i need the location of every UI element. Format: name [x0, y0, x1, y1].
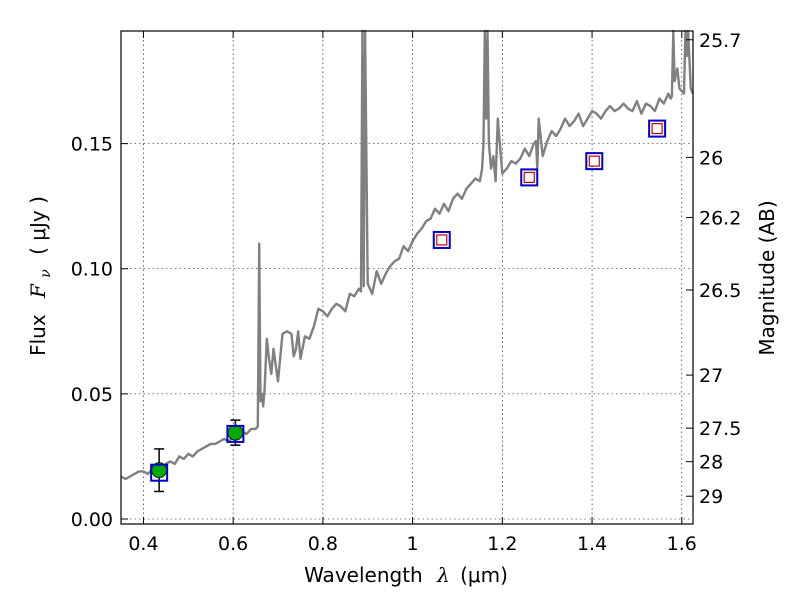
- model-photometry-square: [226, 424, 245, 443]
- x-tick-label: 0.6: [218, 533, 248, 555]
- magnitude-tick-label: 29: [699, 486, 723, 508]
- y2-axis-label: Magnitude (AB): [755, 200, 779, 355]
- upper-limit-square: [436, 234, 448, 246]
- plot-frame: [120, 30, 694, 525]
- magnitude-tick-label: 28: [699, 452, 723, 474]
- y-tick-label: 0.00: [71, 509, 113, 531]
- model-photometry-square: [585, 152, 604, 171]
- y-axis-label-symbol: F: [26, 283, 50, 299]
- x-tick-label: 0.4: [128, 533, 158, 555]
- magnitude-tick-label: 27.5: [699, 418, 741, 440]
- y-axis-label-unit: ( μJy ): [26, 196, 50, 255]
- axis-ticks: 0.4 0.6 0.8 1 1.2 1.4 1.6 0.00 0.05 0.10 0.15 25.7 2…: [71, 30, 742, 555]
- magnitude-tick-label: 25.7: [699, 30, 741, 52]
- x-axis-label-unit: (μm): [460, 563, 508, 587]
- model-photometry-square: [432, 230, 451, 249]
- y-tick-label: 0.10: [71, 259, 113, 281]
- x-axis-label: Wavelength λ (μm): [304, 563, 508, 587]
- photometry-markers: [150, 119, 667, 493]
- upper-limit-square: [588, 155, 600, 167]
- magnitude-tick-label: 26.5: [699, 280, 741, 302]
- x-tick-label: 1.4: [577, 533, 607, 555]
- model-photometry-square: [150, 463, 169, 482]
- model-photometry-square: [648, 119, 667, 138]
- x-tick-label: 0.8: [308, 533, 338, 555]
- observed-point: [227, 424, 244, 441]
- y-tick-label: 0.15: [71, 134, 113, 156]
- x-tick-label: 1.6: [667, 533, 697, 555]
- x-axis-label-text: Wavelength: [304, 563, 423, 587]
- y-tick-label: 0.05: [71, 384, 113, 406]
- x-tick-label: 1: [407, 533, 419, 555]
- y-axis-label-text: Flux: [26, 314, 50, 356]
- upper-limit-square: [651, 122, 663, 135]
- x-axis-label-symbol: λ: [436, 563, 450, 587]
- y-axis-label-subscript: ν: [38, 269, 54, 278]
- magnitude-tick-label: 27: [699, 365, 723, 387]
- y-axis-label: Flux F ν ( μJy ): [26, 196, 55, 356]
- magnitude-tick-label: 26: [699, 147, 723, 169]
- upper-limit-square: [523, 171, 535, 183]
- magnitude-tick-label: 26.2: [699, 207, 741, 229]
- model-photometry-square: [520, 168, 539, 187]
- x-tick-label: 1.2: [487, 533, 517, 555]
